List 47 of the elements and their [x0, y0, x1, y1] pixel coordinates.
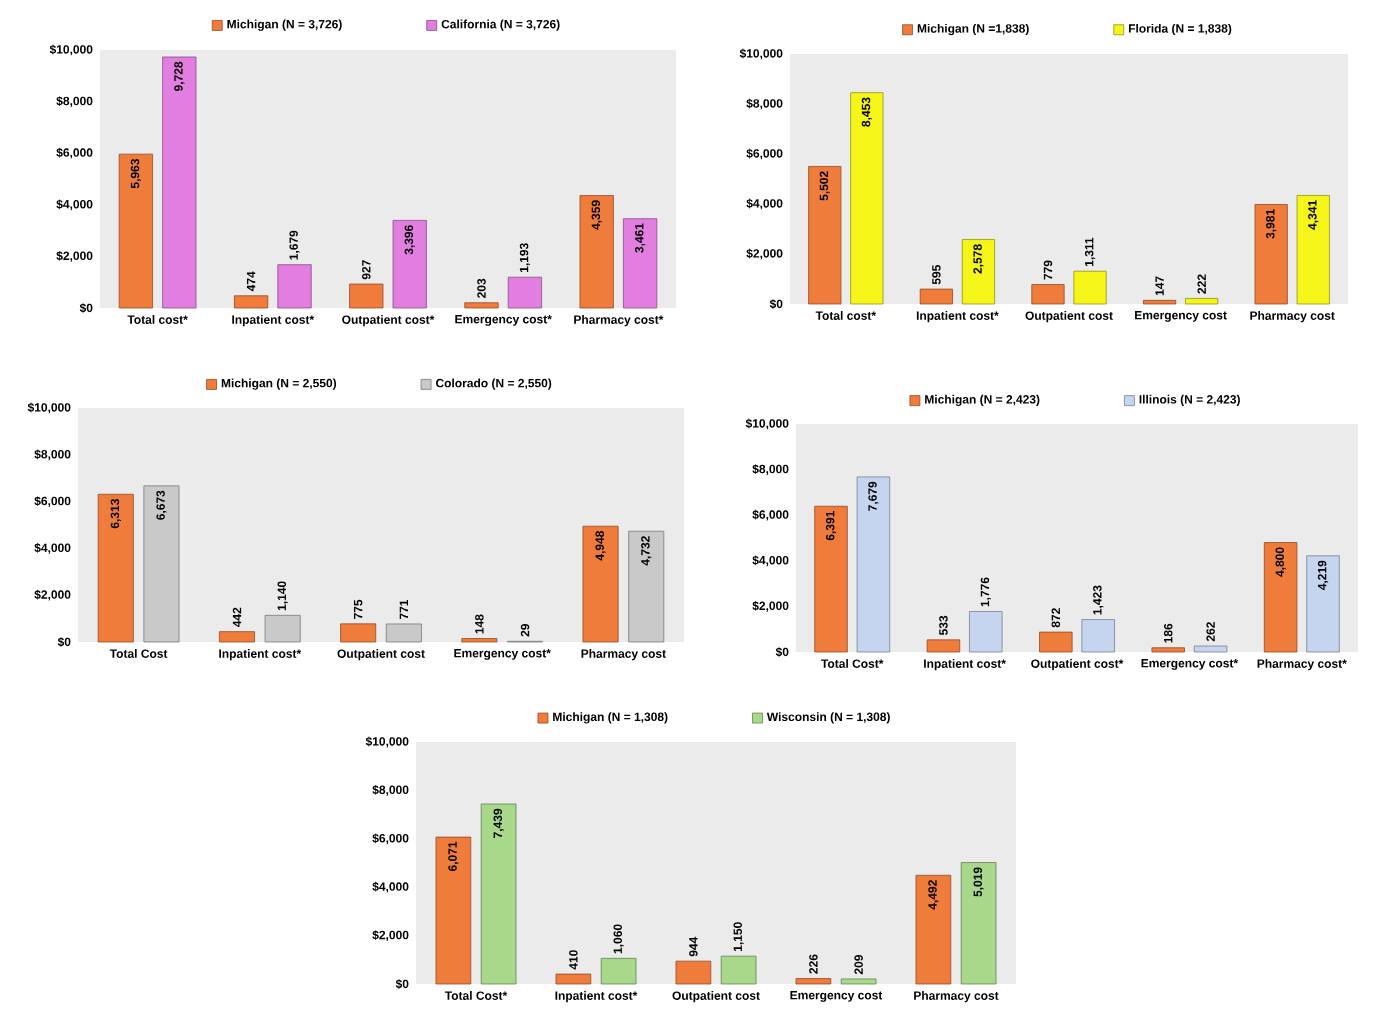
bar [464, 302, 499, 309]
bar [961, 239, 996, 305]
bar [795, 978, 832, 985]
bar [1193, 645, 1228, 653]
bar [600, 957, 637, 985]
bar [808, 166, 842, 305]
bar [1296, 195, 1330, 305]
bar [264, 614, 301, 643]
bar [349, 283, 384, 309]
bar [1185, 298, 1219, 305]
bar [218, 631, 255, 643]
bar [1306, 555, 1340, 653]
bar [118, 153, 153, 309]
bar [1031, 284, 1065, 305]
bar [392, 219, 427, 309]
bar [143, 485, 180, 643]
bar [435, 836, 472, 985]
bar [579, 195, 614, 309]
bar [814, 505, 848, 653]
bar [1081, 619, 1115, 653]
bar [969, 611, 1003, 653]
bar [919, 288, 953, 305]
bar [720, 955, 757, 985]
bar [277, 264, 312, 309]
bar [385, 623, 422, 643]
bar [1151, 647, 1185, 653]
bar [1039, 631, 1073, 653]
bar [340, 623, 377, 643]
bar [1263, 542, 1298, 653]
bar [162, 56, 197, 309]
bar [850, 92, 884, 305]
bar [555, 973, 592, 985]
bar [1073, 270, 1107, 305]
bar [507, 276, 543, 309]
bar [233, 295, 269, 309]
bar [1254, 204, 1288, 305]
bar [97, 493, 134, 643]
bar [840, 978, 877, 985]
bar [480, 803, 517, 985]
bar [623, 218, 658, 309]
bar [915, 874, 952, 985]
bar [960, 862, 997, 985]
bar [856, 476, 891, 653]
bar [628, 530, 665, 643]
bar [926, 639, 961, 653]
bar [582, 525, 619, 643]
bar [675, 960, 712, 985]
